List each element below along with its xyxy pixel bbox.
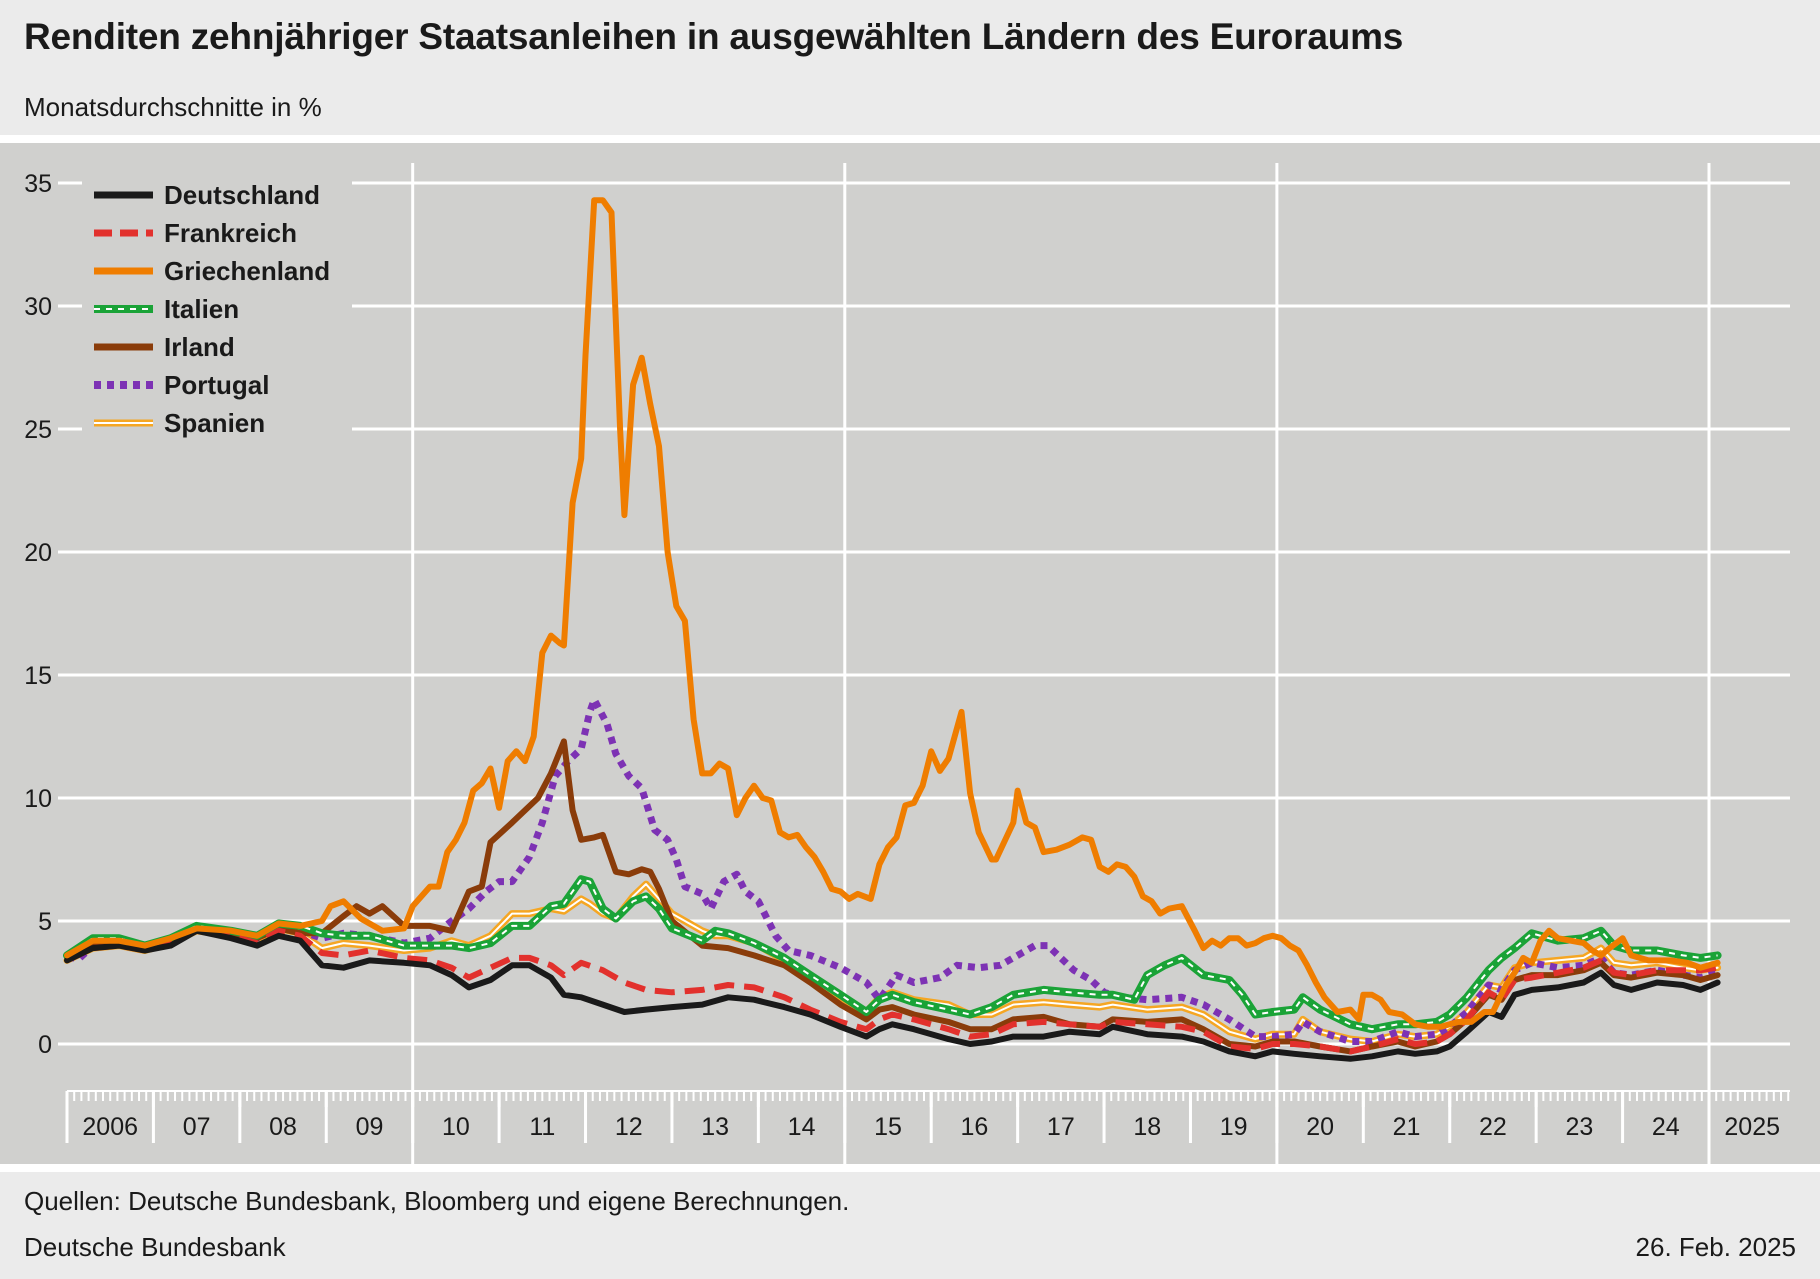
legend-item: Spanien [94,408,265,438]
x-tick-label: 16 [961,1113,989,1141]
x-tick-label: 2025 [1724,1113,1780,1141]
legend-item: Portugal [94,370,269,400]
y-tick-label: 20 [24,539,52,567]
series-portugal [67,696,1719,1045]
y-tick-label: 10 [24,785,52,813]
x-tick-label: 10 [442,1113,470,1141]
x-tick-label: 14 [788,1113,816,1141]
x-tick-label: 21 [1393,1113,1421,1141]
divider-top [0,135,1820,143]
series-frankreich [65,927,1719,1055]
chart-title: Renditen zehnjähriger Staatsanleihen in … [24,16,1404,57]
x-tick-label: 08 [269,1113,297,1141]
x-tick-label: 24 [1652,1113,1680,1141]
x-tick-label: 15 [874,1113,902,1141]
source-note: Quellen: Deutsche Bundesbank, Bloomberg … [24,1186,850,1216]
x-tick-label: 22 [1479,1113,1507,1141]
x-tick-label: 17 [1047,1113,1075,1141]
x-tick-label: 09 [356,1113,384,1141]
x-tick-label: 11 [529,1113,555,1141]
plot-area: 0 5 10 15 20 25 30 35 2006 07 08 09 10 11 12 13 14 15 16 17… [0,143,1820,1164]
legend-item: Irland [94,332,235,362]
x-tick-label: 07 [183,1113,211,1141]
x-tick-label: 2006 [82,1113,138,1141]
legend-label: Italien [164,294,239,324]
legend-label: Griechenland [164,256,330,286]
x-tick-label: 23 [1565,1113,1593,1141]
legend-label: Spanien [164,408,265,438]
legend-item: Frankreich [94,218,297,248]
chart-subtitle: Monatsdurchschnitte in % [24,92,322,122]
legend-item: Griechenland [94,256,330,286]
y-tick-label: 5 [38,908,52,936]
legend-item: Deutschland [94,180,320,210]
divider-bottom [0,1164,1820,1172]
legend-item: Italien [94,294,239,324]
series-irland [64,738,1721,1055]
chart-header: Renditen zehnjähriger Staatsanleihen in … [0,0,1820,135]
x-tick-label: 18 [1133,1113,1161,1141]
series-griechenland [64,197,1721,1030]
y-tick-label: 15 [24,662,52,690]
legend: Deutschland Frankreich Griechenland Italien… [82,173,352,485]
x-tick-label: 12 [615,1113,643,1141]
legend-label: Portugal [164,370,269,400]
chart-footer [0,1172,1820,1279]
publication-date: 26. Feb. 2025 [1635,1232,1796,1262]
x-tick-label: 13 [701,1113,729,1141]
y-tick-label: 0 [38,1031,52,1059]
y-tick-label: 35 [24,170,52,198]
legend-label: Deutschland [164,180,320,210]
x-tick-label: 20 [1306,1113,1334,1141]
x-tick-label: 19 [1220,1113,1248,1141]
series-italien [63,875,1722,1034]
legend-label: Frankreich [164,218,297,248]
legend-label: Irland [164,332,235,362]
y-tick-label: 25 [24,416,52,444]
y-tick-label: 30 [24,293,52,321]
brand-label: Deutsche Bundesbank [24,1232,286,1262]
legend-background [82,173,352,485]
